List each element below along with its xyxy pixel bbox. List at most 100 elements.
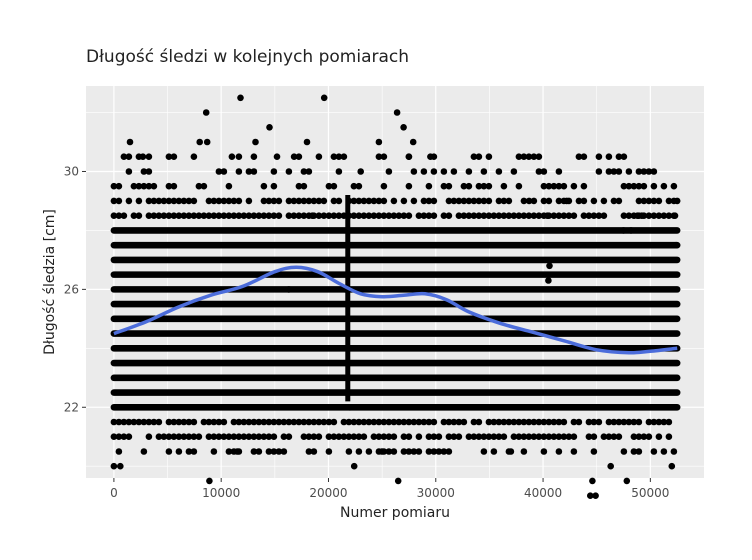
data-point bbox=[275, 212, 283, 219]
data-point bbox=[485, 212, 493, 219]
data-point bbox=[390, 448, 398, 455]
data-point bbox=[270, 168, 278, 175]
data-point bbox=[350, 418, 358, 426]
data-point bbox=[295, 418, 303, 426]
data-point bbox=[170, 418, 178, 426]
data-point bbox=[535, 212, 543, 219]
data-point bbox=[365, 197, 373, 205]
outlier-point bbox=[668, 462, 676, 470]
data-point bbox=[205, 433, 213, 441]
data-point bbox=[475, 153, 483, 160]
outlier-point bbox=[378, 448, 386, 455]
data-point bbox=[470, 212, 478, 219]
data-point bbox=[385, 448, 393, 455]
x-axis-title: Numer pomiaru bbox=[340, 505, 450, 521]
data-point bbox=[475, 433, 483, 441]
data-point bbox=[495, 433, 503, 441]
data-point bbox=[315, 418, 323, 426]
data-point bbox=[130, 182, 138, 190]
data-point bbox=[205, 197, 213, 205]
outlier-point bbox=[237, 94, 244, 102]
data-point bbox=[295, 197, 303, 205]
data-point bbox=[575, 197, 583, 205]
data-point bbox=[650, 182, 658, 190]
data-point bbox=[455, 433, 463, 441]
data-point bbox=[215, 418, 223, 426]
data-point bbox=[420, 197, 428, 205]
data-point bbox=[635, 197, 643, 205]
data-point bbox=[355, 182, 363, 190]
data-point bbox=[170, 433, 178, 441]
outlier-point bbox=[400, 124, 407, 131]
data-point bbox=[645, 212, 653, 219]
x-tick-label: 10000 bbox=[202, 486, 240, 500]
data-point bbox=[380, 182, 388, 190]
data-point bbox=[560, 182, 568, 190]
data-point bbox=[350, 433, 358, 441]
x-tick-label: 20000 bbox=[309, 486, 347, 500]
data-point bbox=[630, 448, 638, 455]
data-point bbox=[210, 418, 218, 426]
outlier-point bbox=[525, 197, 533, 205]
data-point bbox=[490, 418, 498, 426]
data-point bbox=[575, 153, 583, 160]
data-point bbox=[310, 418, 318, 426]
data-point bbox=[390, 212, 398, 219]
data-point bbox=[125, 153, 133, 160]
data-point bbox=[385, 433, 393, 441]
data-point bbox=[220, 433, 228, 441]
data-point bbox=[405, 212, 413, 219]
data-point bbox=[235, 418, 243, 426]
data-points bbox=[110, 153, 681, 455]
data-point bbox=[400, 197, 408, 205]
data-point bbox=[475, 197, 483, 205]
data-point bbox=[255, 212, 263, 219]
data-point bbox=[360, 212, 368, 219]
data-point bbox=[415, 212, 423, 219]
data-point bbox=[250, 153, 258, 160]
data-point bbox=[445, 212, 453, 219]
data-point bbox=[555, 433, 563, 441]
data-point bbox=[350, 212, 358, 219]
data-point bbox=[640, 168, 648, 175]
data-point bbox=[545, 182, 553, 190]
outlier-point bbox=[110, 462, 118, 470]
data-point bbox=[250, 433, 258, 441]
data-point bbox=[530, 212, 538, 219]
data-point bbox=[405, 433, 413, 441]
data-point bbox=[115, 212, 123, 219]
data-point bbox=[245, 168, 253, 175]
data-point bbox=[305, 418, 313, 426]
data-point bbox=[615, 153, 623, 160]
x-tick-label: 30000 bbox=[417, 486, 455, 500]
data-point bbox=[380, 433, 388, 441]
outlier-point bbox=[273, 153, 281, 160]
data-point bbox=[215, 212, 223, 219]
data-point bbox=[465, 182, 473, 190]
data-point bbox=[665, 212, 673, 219]
data-point bbox=[390, 433, 398, 441]
data-point bbox=[155, 418, 163, 426]
data-point bbox=[220, 197, 228, 205]
data-point bbox=[645, 433, 653, 441]
data-point bbox=[430, 197, 438, 205]
data-point bbox=[245, 418, 253, 426]
data-point bbox=[110, 182, 118, 190]
data-point bbox=[580, 197, 588, 205]
plot-panel bbox=[86, 86, 704, 478]
data-point bbox=[475, 212, 483, 219]
data-point bbox=[180, 212, 188, 219]
outlier-point bbox=[266, 124, 273, 131]
data-point bbox=[495, 197, 503, 205]
data-point bbox=[120, 212, 128, 219]
data-point bbox=[335, 197, 343, 205]
data-point bbox=[210, 212, 218, 219]
data-point bbox=[385, 212, 393, 219]
data-point bbox=[265, 448, 273, 455]
data-point bbox=[465, 433, 473, 441]
data-point bbox=[635, 448, 643, 455]
data-point bbox=[265, 418, 273, 426]
data-point bbox=[380, 212, 388, 219]
data-point bbox=[490, 433, 498, 441]
data-point bbox=[560, 212, 568, 219]
